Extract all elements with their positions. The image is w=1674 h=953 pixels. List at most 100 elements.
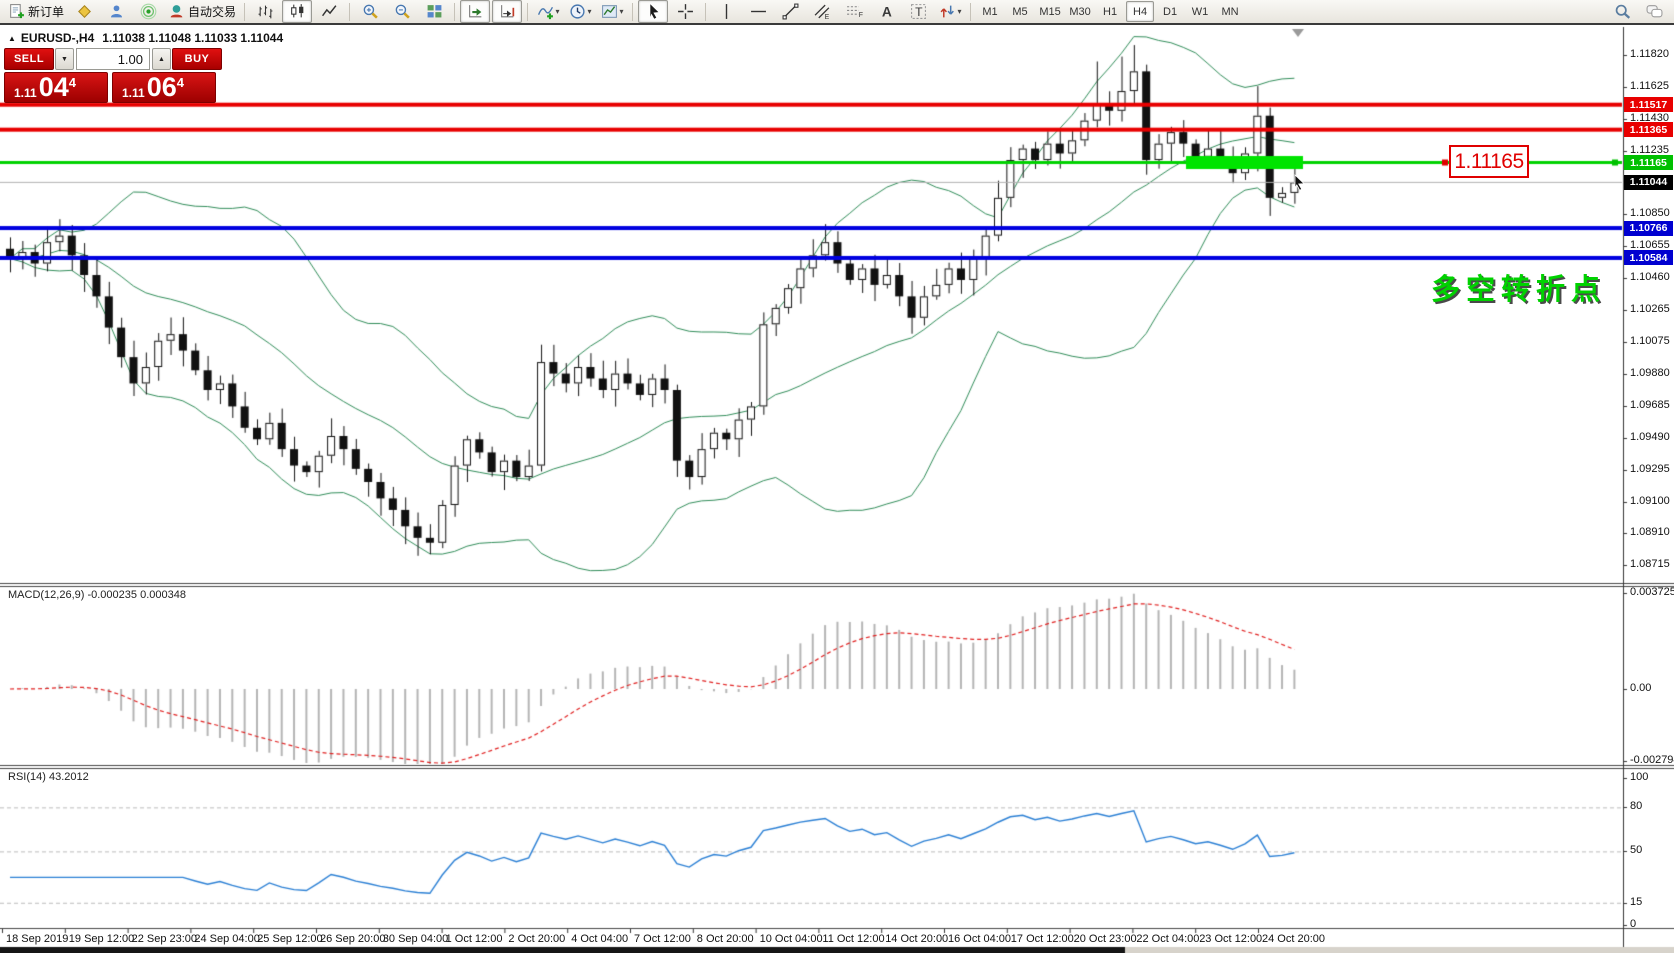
tile-windows-icon: [426, 3, 443, 20]
market-icon: [108, 3, 125, 20]
buy-price-prefix: 1.11: [122, 86, 145, 100]
metaeditor-button[interactable]: [69, 0, 99, 23]
rsi-axis-tick: 15: [1630, 895, 1643, 908]
timeframe-w1-button[interactable]: W1: [1191, 5, 1209, 18]
price-axis-tick: 1.11430: [1630, 111, 1669, 124]
horizontal-line-button[interactable]: [743, 0, 773, 23]
trendline-icon: [782, 3, 799, 20]
svg-text:A: A: [881, 3, 891, 19]
price-badge: 1.11517: [1624, 97, 1673, 113]
fibonacci-button[interactable]: F: [839, 0, 869, 23]
buy-price-box[interactable]: 1.11 06 4: [112, 72, 216, 103]
time-axis-label: 19 Sep 12:00: [68, 933, 135, 945]
symbol-name: EURUSD-,H4: [20, 31, 95, 45]
svg-text:F: F: [858, 12, 862, 19]
timeframe-m1-button[interactable]: M1: [982, 5, 998, 18]
macd-axis-tick: 0.003725: [1630, 585, 1674, 598]
timeframe-m15-button[interactable]: M15: [1039, 5, 1061, 18]
indicators-button[interactable]: ▾: [533, 0, 563, 23]
time-axis-label: 4 Oct 04:00: [571, 933, 629, 945]
price-axis-tick: 1.09880: [1630, 366, 1670, 379]
volume-increase-button[interactable]: ▲: [152, 48, 171, 70]
timeframe-h1-button[interactable]: H1: [1103, 5, 1118, 18]
toolbar-separator: [527, 2, 529, 21]
crosshair-icon: [677, 3, 694, 20]
price-axis-tick: 1.09295: [1630, 462, 1670, 475]
turning-point-annotation[interactable]: 多空转折点: [1431, 274, 1607, 306]
timeframe-m5-button[interactable]: M5: [1012, 5, 1028, 18]
time-axis-label: 7 Oct 12:00: [634, 933, 691, 945]
price-badge: 1.10766: [1624, 220, 1673, 236]
price-axis-tick: 1.10265: [1630, 303, 1670, 316]
text-label-button[interactable]: T: [903, 0, 933, 23]
price-axis-tick: 1.09685: [1630, 398, 1670, 411]
time-axis-label: 16 Oct 04:00: [948, 933, 1011, 945]
sell-price-prefix: 1.11: [14, 86, 37, 100]
volume-input[interactable]: 1.00: [76, 48, 150, 70]
toolbar-separator: [244, 2, 246, 21]
zoom-out-button[interactable]: [387, 0, 417, 23]
toolbar-separator: [454, 2, 456, 21]
vertical-line-button[interactable]: [711, 0, 741, 23]
auto-scroll-icon: [467, 3, 484, 20]
signals-button[interactable]: [133, 0, 163, 23]
time-axis-label: 24 Sep 04:00: [194, 933, 260, 945]
buy-button[interactable]: BUY: [172, 48, 222, 70]
timeframe-m30-button[interactable]: M30: [1069, 5, 1091, 18]
volume-decrease-button[interactable]: ▼: [55, 48, 74, 70]
rsi-indicator-label: RSI(14) 43.2012: [8, 771, 89, 783]
candlestick-chart-button[interactable]: [282, 0, 313, 23]
timeframe-d1-button[interactable]: D1: [1163, 5, 1178, 18]
price-level-annotation[interactable]: 1.11165: [1449, 145, 1529, 178]
symbol-ohlc-line: ▲ EURUSD-,H4 1.11038 1.11048 1.11033 1.1…: [8, 31, 283, 45]
text-label-icon: T: [910, 3, 927, 20]
market-button[interactable]: [101, 0, 131, 23]
chevron-down-icon[interactable]: ▾: [587, 7, 592, 16]
new-order-button[interactable]: 新订单: [5, 0, 67, 23]
chat-button[interactable]: [1639, 0, 1669, 23]
ohlc-values: 1.11038 1.11048 1.11033 1.11044: [102, 31, 284, 45]
toolbar-separator: [632, 2, 634, 21]
periods-button[interactable]: ▾: [565, 0, 595, 23]
templates-button[interactable]: ▾: [597, 0, 627, 23]
time-axis-label: 8 Oct 20:00: [696, 933, 754, 945]
line-chart-button[interactable]: [314, 0, 344, 23]
sell-button[interactable]: SELL: [4, 48, 54, 70]
crosshair-button[interactable]: [670, 0, 700, 23]
collapse-icon[interactable]: ▲: [8, 33, 16, 43]
zoom-in-button[interactable]: [355, 0, 385, 23]
bar-chart-button[interactable]: [250, 0, 280, 23]
equidistant-channel-button[interactable]: E: [807, 0, 837, 23]
cursor-button[interactable]: [638, 0, 669, 23]
time-axis-label: 18 Sep 2019: [6, 933, 69, 945]
autotrading-button[interactable]: 自动交易: [165, 0, 239, 23]
bar-chart-icon: [257, 3, 274, 20]
chevron-down-icon[interactable]: ▾: [619, 7, 624, 16]
search-button[interactable]: [1607, 0, 1637, 23]
zoom-out-icon: [394, 3, 411, 20]
toolbar-separator: [970, 2, 972, 21]
auto-scroll-button[interactable]: [460, 0, 491, 23]
arrows-button[interactable]: ▾: [935, 0, 965, 23]
trendline-button[interactable]: [775, 0, 805, 23]
sell-price-box[interactable]: 1.11 04 4: [4, 72, 108, 103]
chevron-down-icon[interactable]: ▾: [957, 7, 962, 16]
time-axis-label: 2 Oct 20:00: [508, 933, 566, 945]
timeframe-h4-button[interactable]: H4: [1126, 1, 1155, 22]
price-axis-tick: 1.10655: [1630, 239, 1670, 252]
time-axis-label: 23 Oct 12:00: [1199, 933, 1263, 945]
chevron-down-icon[interactable]: ▾: [555, 7, 560, 16]
timeframe-mn-button[interactable]: MN: [1221, 5, 1239, 18]
rsi-axis-tick: 100: [1630, 771, 1649, 783]
svg-text:T: T: [915, 5, 923, 19]
macd-axis-tick: 0.00: [1630, 682, 1652, 694]
periods-icon: [569, 3, 586, 20]
time-axis-label: 24 Oct 20:00: [1262, 933, 1325, 945]
tile-windows-button[interactable]: [419, 0, 449, 23]
text-button[interactable]: A: [871, 0, 901, 23]
chart-shift-button[interactable]: [492, 0, 523, 23]
price-axis-tick: 1.10075: [1630, 334, 1670, 347]
toolbar-separator: [705, 2, 707, 21]
svg-text:E: E: [824, 14, 829, 20]
